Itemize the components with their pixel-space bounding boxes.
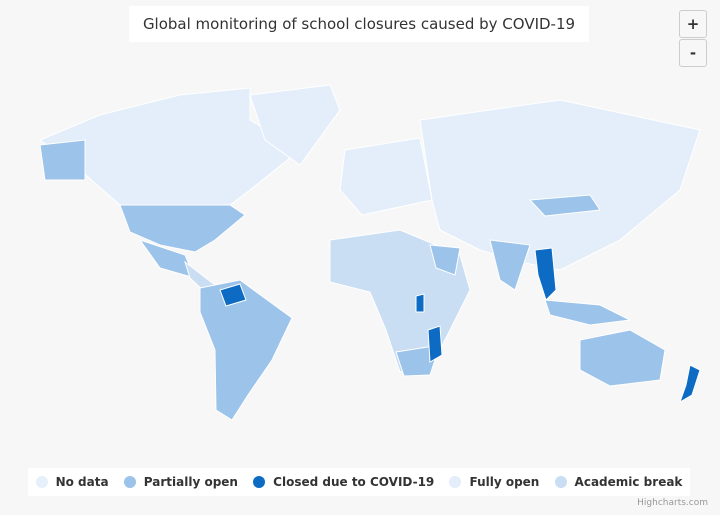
legend-label: Academic break	[574, 475, 683, 489]
usa	[119, 204, 246, 253]
legend-item[interactable]: Closed due to COVID-19	[253, 475, 434, 489]
zoom-in[interactable]: +	[679, 10, 707, 38]
legend-item[interactable]: No data	[35, 475, 109, 489]
asia	[419, 99, 701, 271]
greenland	[249, 84, 341, 166]
mongolia	[528, 194, 601, 217]
europe	[339, 137, 433, 216]
indonesia	[544, 299, 632, 326]
legend-swatch	[253, 476, 266, 488]
credit: Highcharts.com	[637, 498, 708, 508]
legend-item[interactable]: Academic break	[554, 475, 683, 489]
india	[489, 239, 531, 291]
legend-item[interactable]: Fully open	[449, 475, 539, 489]
legend-label: No data	[55, 475, 109, 489]
legend-item[interactable]: Partially open	[123, 475, 238, 489]
mozambique	[427, 325, 443, 363]
legend-label: Closed due to COVID-19	[273, 475, 435, 489]
zoom-out[interactable]: -	[679, 39, 707, 67]
legend: No data Partially open Closed due to COVID…	[28, 468, 690, 496]
alaska	[39, 139, 86, 181]
new-zealand	[679, 364, 701, 404]
legend-swatch	[35, 476, 48, 488]
venezuela	[219, 283, 247, 307]
uganda	[415, 293, 425, 313]
legend-swatch	[123, 476, 136, 488]
legend-label: Fully open	[469, 475, 540, 489]
legend-swatch	[554, 476, 567, 488]
australia	[579, 329, 666, 387]
legend-swatch	[449, 476, 462, 488]
saudi-arabia	[429, 244, 461, 276]
map-title: Global monitoring of school closures cau…	[129, 6, 589, 42]
myanmar-thailand	[534, 247, 557, 301]
legend-label: Partially open	[143, 475, 238, 489]
south-america	[199, 279, 293, 421]
